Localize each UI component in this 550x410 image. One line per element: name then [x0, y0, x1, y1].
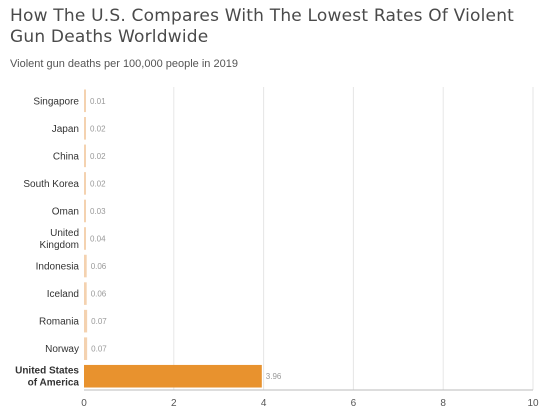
bar: [84, 227, 86, 250]
value-label: 0.07: [91, 317, 107, 326]
category-label-line: China: [53, 151, 80, 162]
value-label: 3.96: [266, 372, 282, 381]
value-label: 0.01: [90, 97, 106, 106]
category-label: Romania: [39, 317, 79, 328]
chart-title: How The U.S. Compares With The Lowest Ra…: [10, 6, 515, 47]
bar: [84, 172, 86, 195]
category-label-line: Japan: [52, 124, 79, 135]
category-label-line: Romania: [39, 317, 79, 328]
bar: [84, 337, 88, 360]
value-label: 0.02: [90, 152, 106, 161]
value-label: 0.06: [91, 290, 107, 299]
bar: [84, 364, 262, 388]
category-label-line: Singapore: [33, 96, 79, 107]
x-tick-label: 6: [351, 398, 357, 409]
x-tick-label: 8: [440, 398, 446, 409]
bar: [84, 89, 86, 113]
category-label: Singapore: [33, 96, 79, 107]
bar: [84, 144, 86, 168]
category-label: China: [53, 151, 80, 162]
category-label: South Korea: [23, 179, 79, 190]
category-label: Japan: [52, 124, 79, 135]
value-label: 0.04: [90, 235, 106, 244]
value-label: 0.06: [91, 262, 107, 271]
category-label: Norway: [45, 344, 79, 355]
bar: [84, 254, 87, 278]
category-label: Oman: [52, 206, 79, 217]
x-tick-label: 10: [527, 398, 539, 409]
category-label-line: Iceland: [47, 289, 79, 300]
category-label-line: Oman: [52, 206, 79, 217]
x-tick-label: 2: [171, 398, 177, 409]
value-label: 0.07: [91, 345, 107, 354]
bar: [84, 199, 86, 223]
bar: [84, 117, 86, 140]
value-label: 0.02: [90, 124, 106, 133]
category-label-line: Indonesia: [36, 262, 80, 273]
chart-subtitle: Violent gun deaths per 100,000 people in…: [10, 58, 238, 70]
category-label: United Kingdom: [40, 228, 79, 251]
category-label-line: South Korea: [23, 179, 79, 190]
category-label: Indonesia: [36, 262, 80, 273]
category-label: United States of America: [15, 366, 79, 389]
value-label: 0.03: [90, 207, 106, 216]
category-label-line: of America: [28, 378, 80, 389]
category-label-line: Kingdom: [40, 240, 79, 251]
bar: [84, 309, 88, 333]
category-label-line: Norway: [45, 344, 79, 355]
category-label-line: United States: [15, 366, 79, 377]
category-label: Iceland: [47, 289, 79, 300]
category-label-line: United: [50, 228, 79, 239]
bar: [84, 282, 87, 305]
x-tick-label: 4: [261, 398, 267, 409]
value-label: 0.02: [90, 179, 106, 188]
x-tick-label: 0: [81, 398, 87, 409]
